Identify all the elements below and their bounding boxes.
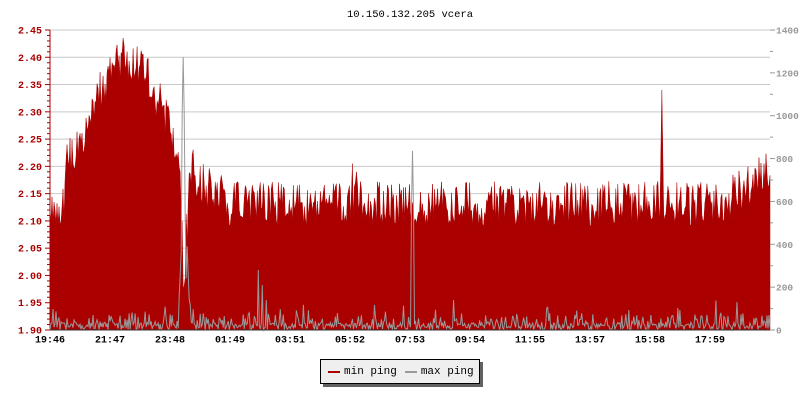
svg-text:01:49: 01:49 [215, 336, 245, 347]
svg-text:09:54: 09:54 [455, 336, 485, 347]
svg-text:17:59: 17:59 [695, 336, 725, 347]
svg-text:2.20: 2.20 [18, 163, 42, 174]
svg-text:10.150.132.205 vcera: 10.150.132.205 vcera [347, 9, 473, 21]
svg-text:800: 800 [776, 154, 793, 165]
svg-text:03:51: 03:51 [275, 336, 305, 347]
svg-text:0: 0 [776, 326, 782, 337]
svg-text:2.35: 2.35 [18, 81, 42, 92]
svg-text:19:46: 19:46 [35, 336, 65, 347]
svg-text:400: 400 [776, 240, 793, 251]
svg-text:2.15: 2.15 [18, 190, 42, 201]
svg-text:07:53: 07:53 [395, 336, 425, 347]
svg-text:1.95: 1.95 [18, 299, 42, 310]
svg-text:2.25: 2.25 [18, 136, 42, 147]
svg-text:15:58: 15:58 [635, 336, 665, 347]
svg-text:21:47: 21:47 [95, 336, 125, 347]
svg-text:200: 200 [776, 283, 793, 294]
svg-text:2.40: 2.40 [18, 54, 42, 65]
svg-text:23:48: 23:48 [155, 336, 185, 347]
svg-text:1200: 1200 [776, 68, 799, 79]
svg-text:600: 600 [776, 197, 793, 208]
svg-text:2.30: 2.30 [18, 108, 42, 119]
svg-text:2.05: 2.05 [18, 245, 42, 256]
svg-text:13:57: 13:57 [575, 336, 605, 347]
svg-text:2.10: 2.10 [18, 217, 42, 228]
svg-text:1400: 1400 [776, 26, 799, 37]
svg-text:11:55: 11:55 [515, 336, 545, 347]
svg-text:2.45: 2.45 [18, 27, 42, 38]
svg-text:1000: 1000 [776, 111, 799, 122]
svg-text:2.00: 2.00 [18, 272, 42, 283]
svg-text:05:52: 05:52 [335, 336, 365, 347]
